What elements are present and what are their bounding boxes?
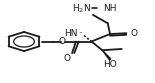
- Text: ··: ··: [78, 29, 83, 38]
- Text: NH: NH: [104, 4, 117, 13]
- Text: HO: HO: [104, 60, 117, 69]
- Text: O: O: [63, 54, 70, 63]
- Text: H$_2$N: H$_2$N: [73, 2, 91, 15]
- Text: O: O: [131, 29, 138, 38]
- Text: O: O: [58, 37, 65, 46]
- Text: HN: HN: [64, 29, 78, 38]
- Polygon shape: [102, 50, 111, 60]
